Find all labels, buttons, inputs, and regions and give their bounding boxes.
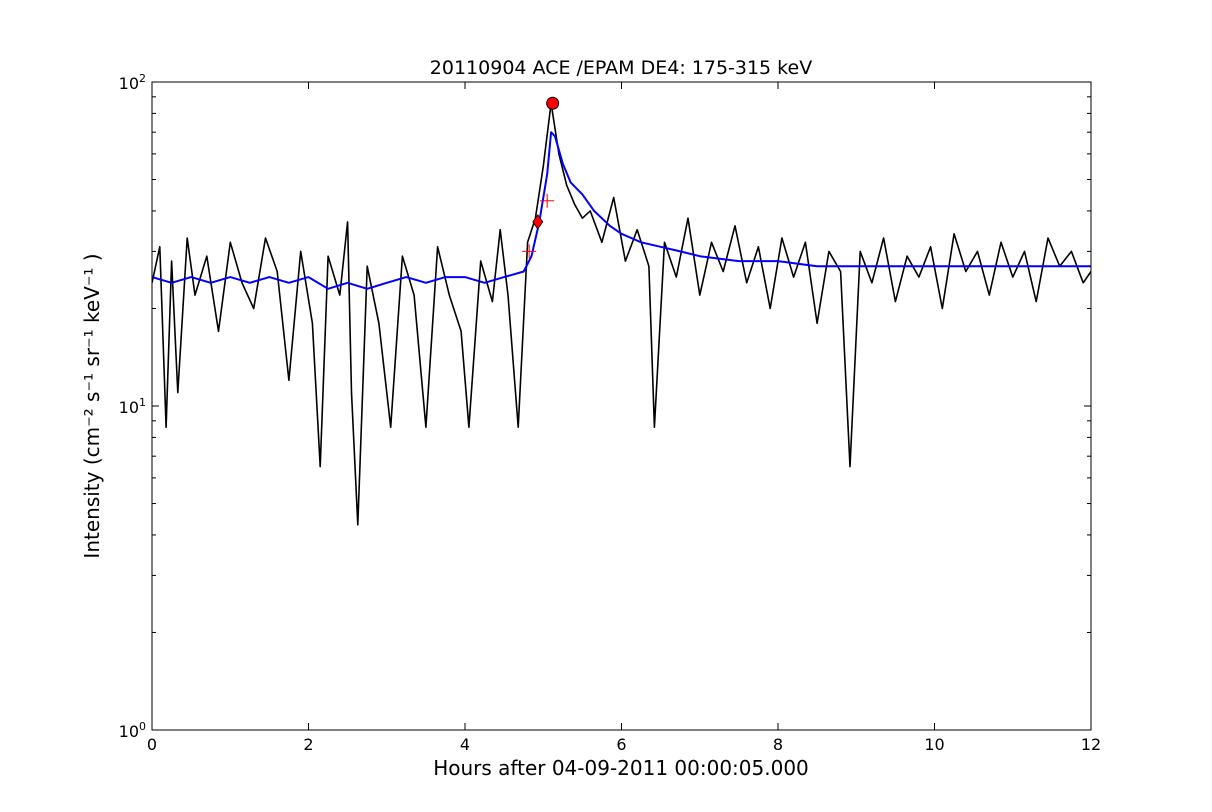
plus-marker <box>540 193 555 208</box>
y-tick-label: 102 <box>119 72 146 93</box>
y-tick-label: 101 <box>119 396 146 417</box>
plus-marker <box>522 244 537 259</box>
x-tick-label: 10 <box>924 735 944 754</box>
x-tick-label: 4 <box>460 735 470 754</box>
chart-title: 20110904 ACE /EPAM DE4: 175-315 keV <box>430 57 812 79</box>
marker-layer <box>522 96 560 259</box>
peak-marker <box>546 96 560 110</box>
x-axis: 0 2 4 6 8 10 12 <box>147 82 1101 754</box>
y-axis: 100 101 102 <box>119 72 1091 741</box>
x-tick-label: 12 <box>1081 735 1101 754</box>
plot-frame <box>151 81 1092 731</box>
y-tick-label: 100 <box>119 720 146 741</box>
x-axis-label: Hours after 04-09-2011 00:00:05.000 <box>433 756 809 780</box>
x-tick-label: 2 <box>303 735 313 754</box>
x-tick-label: 0 <box>147 735 157 754</box>
onset-marker <box>532 214 544 230</box>
x-tick-label: 8 <box>773 735 783 754</box>
x-tick-label: 6 <box>616 735 626 754</box>
series-layer <box>152 102 1091 526</box>
series-line-smoothed <box>152 131 1091 290</box>
y-axis-label: Intensity (cm⁻² s⁻¹ sr⁻¹ keV⁻¹ ) <box>80 253 104 558</box>
series-line-raw <box>152 102 1091 526</box>
